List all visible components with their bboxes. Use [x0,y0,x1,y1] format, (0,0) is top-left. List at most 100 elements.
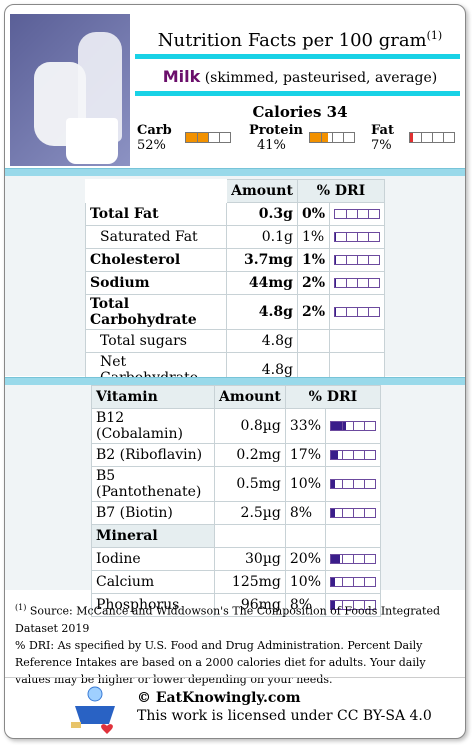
dri-bar [330,450,376,460]
nutrient-amount: 4.8g [226,294,298,330]
macro-fat-bar [409,132,455,143]
nutrient-dri: 1% [296,225,331,249]
vitamin-name: Calcium [90,570,216,594]
nutrient-row: Total Carbohydrate 4.8g 2% [84,294,385,330]
vitamin-dri-bar-cell [325,593,381,617]
vitamin-amount: 125mg [214,570,286,594]
dri-bar [330,508,376,518]
vitamin-row: B7 (Biotin) 2.5µg 8% [90,501,381,525]
nutrient-amount: 44mg [226,271,298,295]
vitamin-dri-header: % DRI [284,385,382,409]
nutrient-amount: 0.3g [226,202,298,226]
vitamin-name: B7 (Biotin) [90,501,216,525]
nutrition-card: Nutrition Facts per 100 gram(1) Milk (sk… [4,4,466,739]
vitamin-name: B5 (Pantothenate) [90,466,216,502]
dri-bar [330,577,376,587]
vitamin-header: Vitamin [90,385,216,409]
site-name: © EatKnowingly.com [137,690,301,706]
vitamin-dri: 17% [284,443,327,467]
mineral-header: Mineral [90,524,216,548]
nutrient-amount: 0.1g [226,225,298,249]
macro-carb: Carb 52% [137,123,172,153]
vitamin-dri-bar-cell [325,466,381,502]
vitamin-dri: 10% [284,466,327,502]
vitamin-dri-bar-cell [325,570,381,594]
vitamin-name: Phosphorus [90,593,216,617]
nutrient-amount: 4.8g [226,329,298,353]
nutrient-dri-bar-cell [329,225,385,249]
vitamin-row: B5 (Pantothenate) 0.5mg 10% [90,466,381,502]
nutrient-amount: 3.7mg [226,248,298,272]
macro-fat: Fat 7% [371,123,394,153]
nutrient-row: Total Fat 0.3g 0% [84,202,385,226]
nutrient-row: Total sugars 4.8g [84,329,385,353]
footer: © EatKnowingly.com This work is licensed… [5,677,465,738]
footnote: (1) Source: McCance and Widdowson's The … [15,603,441,686]
food-divider [135,91,460,96]
nutrient-row: Saturated Fat 0.1g 1% [84,225,385,249]
nutrient-dri-bar-cell [329,202,385,226]
vitamin-row: Calcium 125mg 10% [90,570,381,594]
nutrient-dri: 1% [296,248,331,272]
nutrient-row: Cholesterol 3.7mg 1% [84,248,385,272]
nutrient-dri-bar-cell [329,271,385,295]
vitamin-table: Vitamin Amount % DRI B12 (Cobalamin) 0.8µ… [90,385,382,617]
header-divider [135,54,460,59]
nutrient-name: Total Carbohydrate [84,294,228,330]
calories-label: Calories 34 [252,103,348,121]
page-title: Nutrition Facts per 100 gram(1) [157,29,443,51]
mineral-header-row: Mineral [90,524,381,548]
nutrient-dri-bar-cell [329,294,385,330]
vitamin-dri: 8% [284,501,327,525]
vitamin-dri-bar-cell [325,408,381,444]
dri-header: % DRI [296,179,386,203]
dri-bar [334,232,380,242]
dri-bar [330,600,376,610]
nutrient-name: Sodium [84,271,228,295]
vitamin-dri: 33% [284,408,327,444]
dri-bar [334,209,380,219]
milk-photo [10,14,130,166]
nutrient-dri: 2% [296,294,331,330]
vitamin-dri-bar-cell [325,443,381,467]
dri-bar [330,421,376,431]
vitamin-amount: 0.8µg [214,408,286,444]
vitamin-name: Iodine [90,547,216,571]
nutrient-name: Total sugars [84,329,228,353]
vitamin-dri: 8% [284,593,327,617]
vitamin-dri: 10% [284,570,327,594]
vitamin-row: Iodine 30µg 20% [90,547,381,571]
dri-bar [330,479,376,489]
vitamin-row: Phosphorus 96mg 8% [90,593,381,617]
macro-protein-bar [309,132,355,143]
section-separator [5,377,465,385]
license-text: This work is licensed under CC BY-SA 4.0 [137,708,432,724]
nutrient-dri: 2% [296,271,331,295]
nutrient-dri [296,329,331,353]
dri-bar [334,255,380,265]
vitamin-row: B12 (Cobalamin) 0.8µg 33% [90,408,381,444]
dri-bar [330,554,376,564]
nutrient-name: Total Fat [84,202,228,226]
food-description: Milk (skimmed, pasteurised, average) [162,67,438,86]
nutrient-name: Saturated Fat [84,225,228,249]
nutrient-dri-bar-cell [329,248,385,272]
vitamin-name: B2 (Riboflavin) [90,443,216,467]
macro-protein: Protein 41% [249,123,303,153]
macro-carb-bar [185,132,231,143]
eatknowingly-logo [65,684,121,734]
vitamin-dri: 20% [284,547,327,571]
vitamin-dri-bar-cell [325,547,381,571]
vitamin-name: B12 (Cobalamin) [90,408,216,444]
dri-bar [334,278,380,288]
vitamin-amount-header: Amount [214,385,286,409]
nutrient-row: Sodium 44mg 2% [84,271,385,295]
nutrient-name: Cholesterol [84,248,228,272]
dri-bar [334,307,380,317]
amount-header: Amount [226,179,298,203]
nutrient-dri-bar-cell [329,329,385,353]
nutrient-dri: 0% [296,202,331,226]
vitamin-amount: 30µg [214,547,286,571]
vitamin-row: B2 (Riboflavin) 0.2mg 17% [90,443,381,467]
section-separator [5,168,465,176]
